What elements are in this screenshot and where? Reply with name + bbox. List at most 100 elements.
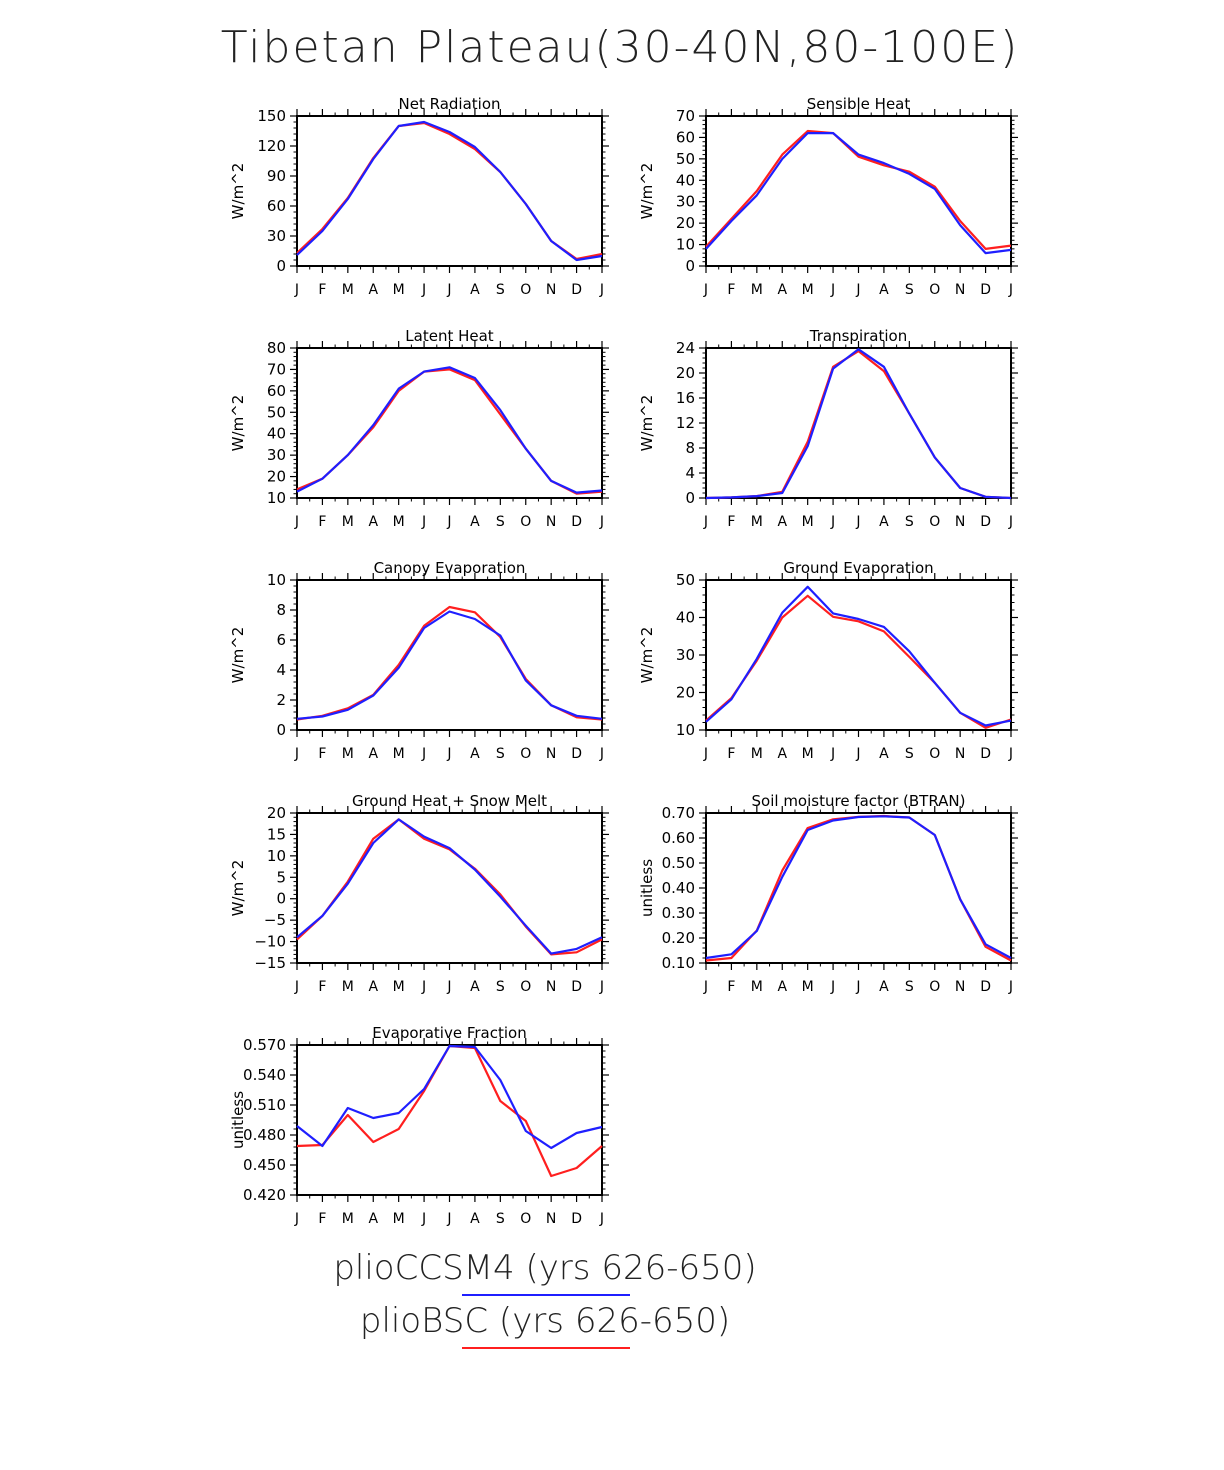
x-tick-label: A bbox=[470, 282, 480, 298]
y-tick-label: 0 bbox=[276, 257, 286, 275]
figure-title: Tibetan Plateau(30-40N,80-100E) bbox=[220, 22, 1020, 73]
x-tick-label: J bbox=[599, 979, 604, 995]
x-tick-label: N bbox=[955, 514, 965, 530]
x-tick-label: O bbox=[929, 282, 940, 298]
series-line-pliobsc bbox=[705, 814, 1012, 962]
y-tick-label: −10 bbox=[254, 933, 286, 951]
y-tick-label: 0.40 bbox=[662, 879, 695, 897]
x-tick-label: D bbox=[980, 514, 991, 530]
y-axis-label: W/m^2 bbox=[229, 395, 247, 452]
legend-label-pliobsc: plioBSC (yrs 626-650) bbox=[359, 1301, 731, 1341]
x-tick-label: J bbox=[294, 979, 299, 995]
chart-title: Latent Heat bbox=[405, 327, 494, 345]
x-tick-label: N bbox=[546, 746, 556, 762]
x-tick-label: A bbox=[777, 979, 787, 995]
y-tick-label: 50 bbox=[676, 150, 695, 168]
x-tick-label: J bbox=[421, 514, 426, 530]
x-tick-label: J bbox=[830, 746, 835, 762]
series-line-pliocc bbox=[296, 610, 603, 720]
x-tick-label: A bbox=[879, 979, 889, 995]
y-tick-label: 40 bbox=[676, 609, 695, 627]
series-line-pliocc bbox=[296, 120, 603, 262]
x-tick-label: M bbox=[342, 282, 354, 298]
x-tick-label: M bbox=[802, 282, 814, 298]
x-tick-label: D bbox=[571, 1211, 582, 1227]
y-axis-label: W/m^2 bbox=[638, 627, 656, 684]
x-tick-label: J bbox=[703, 282, 708, 298]
x-tick-label: J bbox=[1008, 282, 1013, 298]
y-tick-label: 16 bbox=[676, 389, 695, 407]
x-tick-label: M bbox=[802, 746, 814, 762]
x-tick-label: S bbox=[496, 1211, 505, 1227]
series-line-pliocc bbox=[705, 585, 1012, 727]
x-tick-label: J bbox=[294, 282, 299, 298]
x-tick-label: A bbox=[777, 746, 787, 762]
y-tick-label: 0.420 bbox=[243, 1186, 286, 1204]
y-tick-label: 0.10 bbox=[662, 954, 695, 972]
x-tick-label: A bbox=[368, 979, 378, 995]
x-tick-label: D bbox=[571, 746, 582, 762]
x-tick-label: J bbox=[294, 1211, 299, 1227]
x-tick-label: S bbox=[496, 979, 505, 995]
y-tick-label: 0.60 bbox=[662, 829, 695, 847]
chart-panel-7: J F M A M J J A S O N D J0.100.200.300.400.500.600.7… bbox=[638, 792, 1018, 995]
x-tick-label: N bbox=[955, 979, 965, 995]
y-axis-label: W/m^2 bbox=[229, 163, 247, 220]
x-tick-label: J bbox=[855, 746, 860, 762]
y-tick-label: 12 bbox=[676, 414, 695, 432]
y-tick-label: 15 bbox=[267, 825, 286, 843]
x-tick-label: F bbox=[318, 746, 326, 762]
x-tick-label: S bbox=[905, 282, 914, 298]
x-tick-label: J bbox=[1008, 514, 1013, 530]
y-tick-label: 90 bbox=[267, 167, 286, 185]
x-tick-label: M bbox=[751, 282, 763, 298]
y-tick-label: 5 bbox=[276, 868, 286, 886]
x-tick-label: J bbox=[855, 514, 860, 530]
x-tick-label: M bbox=[393, 282, 405, 298]
x-tick-label: F bbox=[727, 282, 735, 298]
y-tick-label: 30 bbox=[676, 646, 695, 664]
x-tick-label: M bbox=[802, 514, 814, 530]
y-tick-label: 0.70 bbox=[662, 804, 695, 822]
x-tick-label: M bbox=[393, 979, 405, 995]
y-tick-label: 0.450 bbox=[243, 1156, 286, 1174]
x-tick-label: M bbox=[802, 979, 814, 995]
y-axis-label: W/m^2 bbox=[638, 395, 656, 452]
x-tick-label: J bbox=[830, 514, 835, 530]
x-tick-label: J bbox=[446, 514, 451, 530]
x-tick-label: O bbox=[929, 746, 940, 762]
series-line-pliobsc bbox=[296, 368, 603, 495]
x-tick-label: A bbox=[368, 746, 378, 762]
x-tick-label: D bbox=[980, 979, 991, 995]
x-tick-label: J bbox=[1008, 979, 1013, 995]
y-tick-label: 20 bbox=[676, 214, 695, 232]
y-tick-label: −5 bbox=[264, 911, 286, 929]
x-tick-label: F bbox=[318, 979, 326, 995]
series-line-pliobsc bbox=[296, 121, 603, 261]
y-tick-label: 40 bbox=[267, 425, 286, 443]
y-tick-label: 0 bbox=[685, 257, 695, 275]
x-tick-label: A bbox=[879, 514, 889, 530]
y-tick-label: 4 bbox=[685, 464, 695, 482]
x-tick-label: S bbox=[496, 282, 505, 298]
y-tick-label: 30 bbox=[267, 446, 286, 464]
y-tick-label: 8 bbox=[685, 439, 695, 457]
y-tick-label: 10 bbox=[267, 847, 286, 865]
y-tick-label: 20 bbox=[676, 684, 695, 702]
x-tick-label: S bbox=[496, 746, 505, 762]
series-line-pliobsc bbox=[296, 605, 603, 721]
x-tick-label: M bbox=[393, 746, 405, 762]
x-tick-label: A bbox=[879, 282, 889, 298]
y-tick-label: 40 bbox=[676, 171, 695, 189]
series-line-pliobsc bbox=[296, 818, 603, 956]
x-tick-label: S bbox=[905, 979, 914, 995]
x-tick-label: M bbox=[393, 514, 405, 530]
x-tick-label: F bbox=[727, 979, 735, 995]
x-tick-label: F bbox=[318, 282, 326, 298]
x-tick-label: J bbox=[599, 746, 604, 762]
plot-frame bbox=[705, 347, 1012, 499]
x-tick-label: M bbox=[751, 746, 763, 762]
y-tick-label: 10 bbox=[676, 236, 695, 254]
x-tick-label: J bbox=[703, 979, 708, 995]
